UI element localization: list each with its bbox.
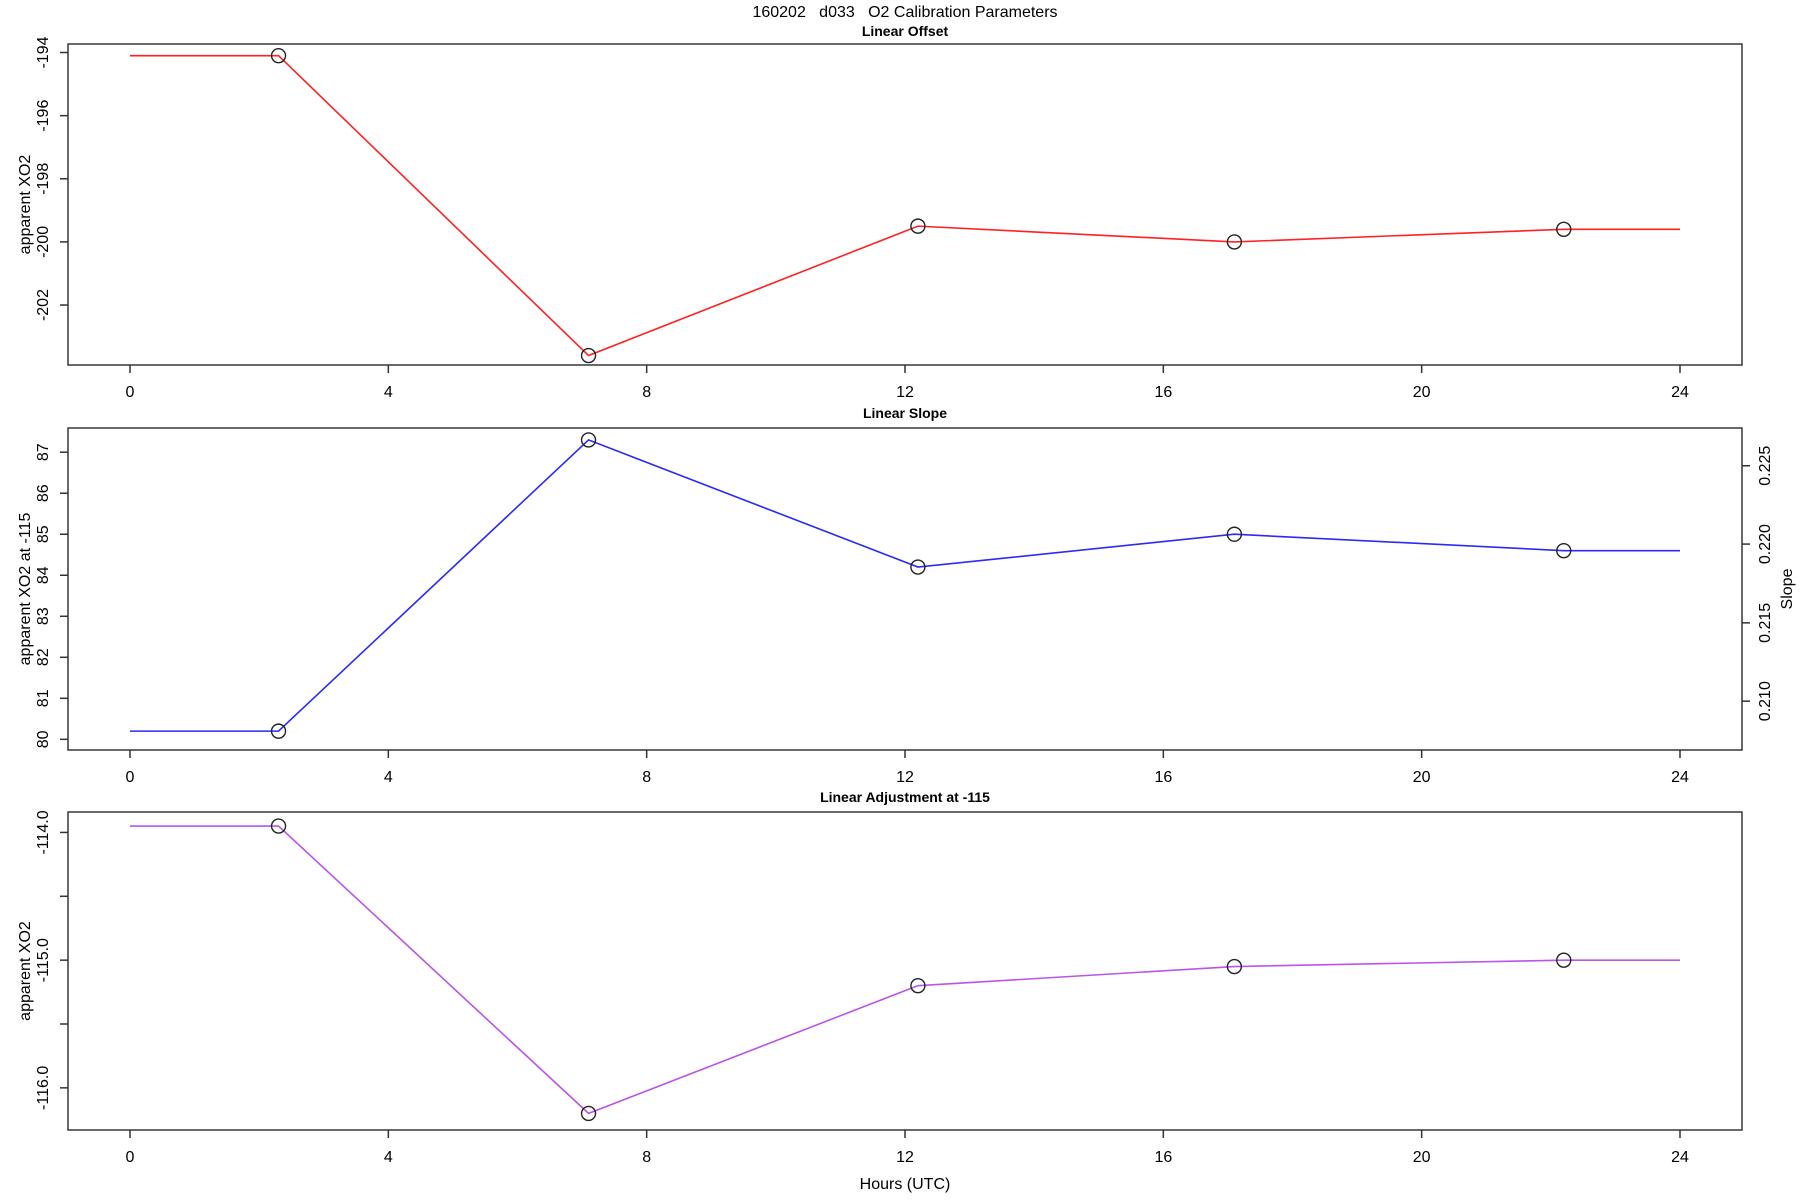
panel-3-data-point-marker (910, 977, 926, 994)
panel-2-right-axis-title: Slope (1779, 568, 1796, 609)
panel-2-x-tick-label: 12 (896, 769, 914, 786)
panel-3-x-tick-label: 16 (1154, 1149, 1172, 1166)
panel-2-right-tick-label: 0.220 (1757, 524, 1774, 564)
panel-1-x-tick-label: 16 (1154, 384, 1172, 401)
panel-2-data-point-marker (1556, 542, 1572, 559)
panel-2-y-tick-label: 81 (35, 689, 52, 707)
panel-2-x-tick-label: 8 (642, 769, 651, 786)
panel-2-x-tick-label: 16 (1154, 769, 1172, 786)
panel-3-x-tick-label: 8 (642, 1149, 651, 1166)
panel-3-data-point-marker (580, 1105, 597, 1122)
panel-3-x-tick-label: 20 (1413, 1149, 1431, 1166)
panel-1-y-tick-label: -196 (35, 100, 52, 132)
panel-1-y-tick-label: -202 (35, 289, 52, 321)
panel-1-data-point-marker (1226, 234, 1243, 250)
panel-3-data-point-marker (1556, 952, 1572, 968)
panel-2-box (67, 427, 1743, 751)
panel-1-y-axis-title: apparent XO2 (17, 155, 34, 255)
panel-3-data-point-marker (1226, 958, 1243, 975)
x-axis-label: Hours (UTC) (859, 1176, 951, 1193)
panel-2-y-tick-label: 80 (35, 730, 52, 748)
panel-3-y-tick-label: -115.0 (35, 938, 52, 982)
panel-2-y-tick-label: 85 (35, 525, 52, 543)
panel-1-data-point-marker (1556, 221, 1572, 237)
panel-1-x-tick-label: 20 (1413, 384, 1431, 401)
panel-3-y-axis-title: apparent XO2 (17, 921, 34, 1021)
panel-2-right-tick-label: 0.210 (1757, 681, 1774, 721)
panel-2-right-tick-label: 0.225 (1757, 446, 1774, 486)
panel-3-data-point-marker (270, 818, 287, 834)
panel-2-y-tick-label: 82 (35, 648, 52, 666)
panel-3-x-tick-label: 12 (896, 1149, 914, 1166)
panel-1-x-tick-label: 4 (384, 384, 393, 401)
panel-3-x-tick-label: 4 (384, 1149, 393, 1166)
panel-3-y-tick-label: -116.0 (35, 1066, 52, 1110)
panel-2-y-tick-label: 83 (35, 607, 52, 625)
panel-2-y-tick-label: 84 (35, 566, 52, 584)
panel-2-data-point-marker (270, 723, 287, 739)
panel-title-linear-offset: Linear Offset (861, 23, 949, 39)
panel-1-x-tick-label: 12 (896, 384, 914, 401)
panel-2-x-tick-label: 24 (1671, 769, 1689, 786)
panel-1-y-tick-label: -200 (35, 226, 52, 258)
panel-1-y-tick-label: -198 (35, 163, 52, 195)
panel-title-linear-adjustment: Linear Adjustment at -115 (820, 789, 990, 805)
panel-2-x-tick-label: 0 (126, 769, 135, 786)
panel-2-series-line (130, 438, 1680, 732)
panel-3-series-line (130, 825, 1680, 1115)
panel-2-x-tick-label: 20 (1413, 769, 1431, 786)
panel-title-linear-slope: Linear Slope (862, 405, 948, 421)
panel-2-data-point-marker (1226, 526, 1243, 542)
panel-3-x-tick-label: 0 (126, 1149, 135, 1166)
panel-1-x-tick-label: 8 (642, 384, 651, 401)
panel-3-box (67, 811, 1743, 1131)
panel-2-y-tick-label: 86 (35, 484, 52, 502)
panel-2-y-tick-label: 87 (35, 443, 52, 461)
panel-1-x-tick-label: 24 (1671, 384, 1689, 401)
panel-3-y-tick-label: -114.0 (35, 810, 52, 854)
panel-2-y-axis-title: apparent XO2 at -115 (17, 513, 34, 666)
panel-2-right-tick-label: 0.215 (1757, 603, 1774, 643)
panel-3-x-tick-label: 24 (1671, 1149, 1689, 1166)
chart-main-title: 160202 d033 O2 Calibration Parameters (752, 4, 1058, 21)
panel-1-x-tick-label: 0 (126, 384, 135, 401)
panel-1-data-point-marker (270, 47, 287, 64)
panel-1-y-tick-label: -194 (35, 36, 52, 68)
panel-1-data-point-marker (580, 347, 597, 364)
panel-1-data-point-marker (910, 218, 926, 234)
panel-1-series-line (130, 54, 1680, 357)
panel-2-data-point-marker (910, 559, 926, 575)
panel-1-box (67, 43, 1743, 366)
panel-2-x-tick-label: 4 (384, 769, 393, 786)
panel-2-data-point-marker (580, 432, 597, 448)
